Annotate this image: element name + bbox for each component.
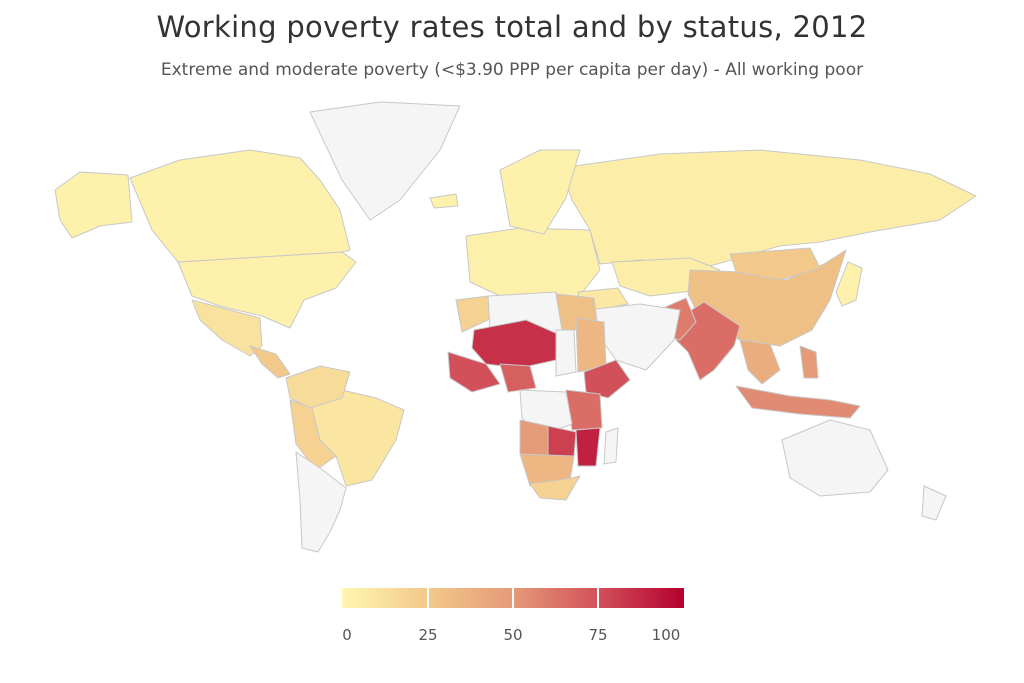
- region-russia[interactable]: [559, 149, 977, 267]
- chart-title: Working poverty rates total and by statu…: [156, 10, 868, 44]
- chart-subtitle: Extreme and moderate poverty (<$3.90 PPP…: [160, 60, 864, 80]
- region-philippines[interactable]: [799, 345, 819, 379]
- region-greenland[interactable]: [309, 101, 461, 221]
- region-south-africa[interactable]: [529, 475, 581, 501]
- legend-tick-25: [427, 588, 429, 608]
- region-united-states[interactable]: [177, 251, 357, 329]
- region-central-america[interactable]: [249, 345, 291, 379]
- region-indonesia[interactable]: [735, 385, 861, 419]
- region-iceland[interactable]: [429, 193, 459, 209]
- region-sudan[interactable]: [575, 317, 607, 373]
- region-mongolia[interactable]: [729, 247, 821, 281]
- region-angola[interactable]: [519, 419, 549, 457]
- region-morocco[interactable]: [455, 295, 493, 333]
- region-zambia[interactable]: [547, 425, 577, 457]
- legend-label-75: 75: [588, 626, 608, 644]
- region-west-africa[interactable]: [447, 351, 501, 393]
- region-colombia-venezuela[interactable]: [285, 365, 351, 409]
- region-scandinavia[interactable]: [499, 149, 581, 235]
- legend-label-0: 0: [342, 626, 352, 644]
- region-mozambique[interactable]: [575, 427, 601, 467]
- region-southeast-asia[interactable]: [739, 339, 781, 385]
- legend-label-100: 100: [651, 626, 681, 644]
- region-chad[interactable]: [555, 329, 577, 377]
- region-madagascar[interactable]: [603, 427, 619, 465]
- region-argentina-chile[interactable]: [295, 451, 347, 553]
- region-new-zealand[interactable]: [921, 485, 947, 521]
- region-nigeria[interactable]: [499, 363, 537, 393]
- region-alaska[interactable]: [54, 171, 133, 239]
- region-ethiopia[interactable]: [583, 359, 631, 399]
- legend-label-50: 50: [503, 626, 523, 644]
- legend-tick-50: [512, 588, 514, 608]
- color-legend: 0 25 50 75 100: [342, 588, 686, 648]
- legend-tick-75: [597, 588, 599, 608]
- region-canada[interactable]: [129, 149, 351, 263]
- region-mexico[interactable]: [191, 299, 263, 357]
- region-australia[interactable]: [781, 419, 889, 497]
- region-europe[interactable]: [465, 227, 601, 301]
- region-japan[interactable]: [835, 261, 863, 307]
- legend-label-25: 25: [418, 626, 438, 644]
- region-mali-niger[interactable]: [471, 319, 559, 369]
- region-peru-bolivia[interactable]: [289, 399, 337, 471]
